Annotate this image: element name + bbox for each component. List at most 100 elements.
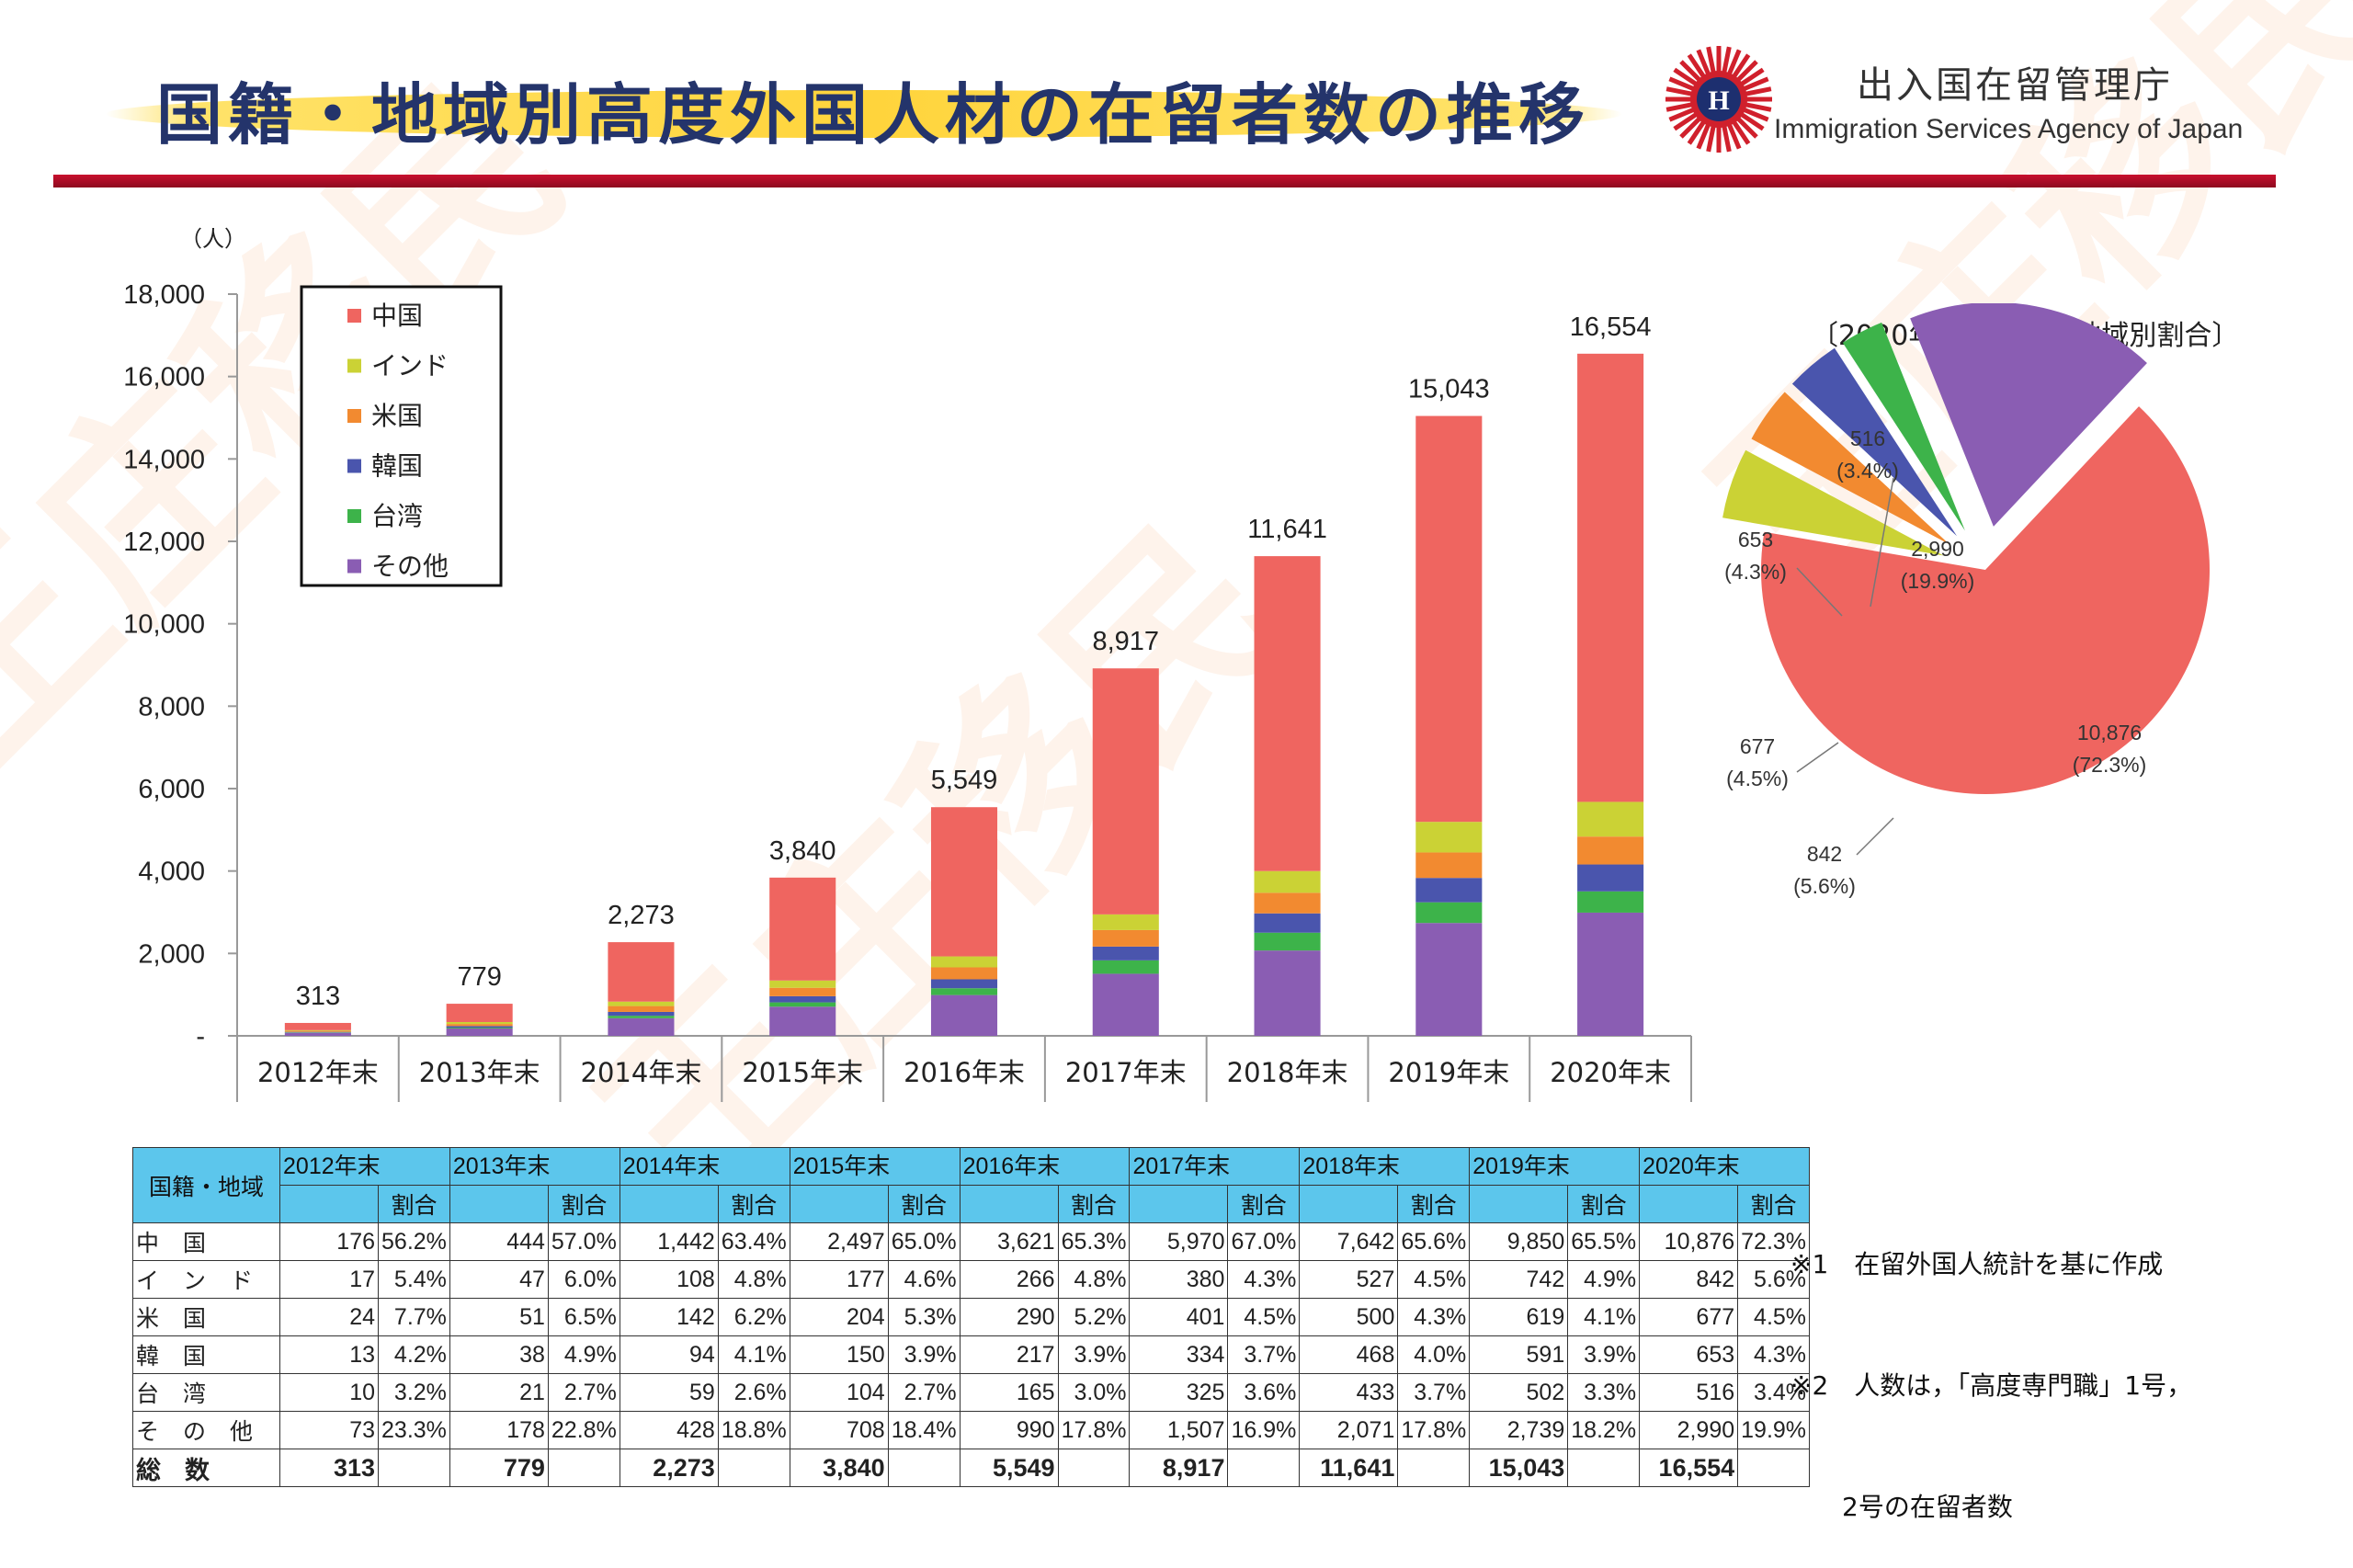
pie-value-label: 842 [1807, 842, 1842, 866]
table-year-header: 2017年末 [1130, 1148, 1300, 1186]
y-tick-label: 2,000 [138, 939, 205, 969]
bar-total-label: 16,554 [1570, 312, 1652, 342]
bar-total-label: 3,840 [769, 836, 836, 866]
table-ratio-cell: 4.3% [1228, 1261, 1300, 1299]
table-ratio-cell: 3.7% [1398, 1374, 1470, 1412]
table-year-header: 2016年末 [960, 1148, 1130, 1186]
table-ratio-cell: 2.6% [718, 1374, 790, 1412]
pie-value-label: 10,876 [2077, 721, 2142, 744]
table-count-cell: 21 [449, 1374, 548, 1412]
table-year-header: 2019年末 [1470, 1148, 1640, 1186]
table-subheader-row: 割合割合割合割合割合割合割合割合割合 [133, 1186, 1810, 1223]
bar-total-label: 15,043 [1408, 375, 1490, 404]
table-year-header: 2018年末 [1300, 1148, 1470, 1186]
legend-label: その他 [371, 551, 449, 582]
bar-total-label: 313 [296, 982, 340, 1011]
table-count-cell: 1,507 [1130, 1412, 1228, 1449]
table-ratio-cell: 3.9% [1568, 1336, 1640, 1374]
table-count-cell: 165 [960, 1374, 1058, 1412]
table-ratio-cell: 4.9% [1568, 1261, 1640, 1299]
table-ratio-cell: 17.8% [1398, 1412, 1470, 1449]
table-total-cell: 16,554 [1640, 1449, 1738, 1487]
table-count-cell: 2,990 [1640, 1412, 1738, 1449]
table-ratio-subheader: 割合 [1228, 1186, 1300, 1223]
table-ratio-cell: 65.5% [1568, 1223, 1640, 1261]
table-year-header: 2020年末 [1640, 1148, 1810, 1186]
emblem-ray [1745, 105, 1770, 109]
table-count-cell: 13 [280, 1336, 379, 1374]
table-ratio-cell: 16.9% [1228, 1412, 1300, 1449]
table-count-cell: 177 [790, 1261, 888, 1299]
pie-percent-label: (19.9%) [1901, 569, 1975, 593]
table-ratio-cell: 4.3% [1398, 1299, 1470, 1336]
bar-total-label: 8,917 [1092, 627, 1159, 656]
y-axis-unit: （人） [180, 226, 246, 252]
table-ratio-cell: 56.2% [379, 1223, 450, 1261]
table-ratio-cell: 3.3% [1568, 1374, 1640, 1412]
bar-segment [1415, 416, 1482, 823]
table-ratio-subheader: 割合 [718, 1186, 790, 1223]
table-count-subheader [1640, 1186, 1738, 1223]
bar-segment [1093, 915, 1159, 930]
bar-segment [769, 1006, 835, 1036]
table-count-cell: 10 [280, 1374, 379, 1412]
table-total-cell: 5,549 [960, 1449, 1058, 1487]
y-tick-label: - [196, 1022, 205, 1051]
bar-segment [1415, 822, 1482, 852]
legend-swatch [347, 409, 361, 423]
bar-segment [931, 807, 997, 956]
bar-segment [447, 1022, 513, 1024]
table-ratio-cell: 4.1% [1568, 1299, 1640, 1336]
table-count-subheader [1130, 1186, 1228, 1223]
table-ratio-cell: 4.5% [1398, 1261, 1470, 1299]
bar-segment [1577, 913, 1643, 1036]
x-tick-label: 2016年末 [904, 1057, 1025, 1088]
legend-label: 中国 [371, 301, 423, 331]
table-ratio-cell: 2.7% [548, 1374, 620, 1412]
table-total-cell: 8,917 [1130, 1449, 1228, 1487]
table-row-label: インド [133, 1261, 280, 1299]
y-tick-label: 18,000 [123, 280, 205, 310]
bar-segment [931, 988, 997, 994]
table-ratio-cell: 3.6% [1228, 1374, 1300, 1412]
note-2: ※2 人数は，「高度専門職」1号， [1790, 1366, 2192, 1406]
table-count-cell: 502 [1470, 1374, 1568, 1412]
table-ratio-cell: 23.3% [379, 1412, 450, 1449]
table-count-cell: 108 [620, 1261, 718, 1299]
bar-segment [1093, 668, 1159, 915]
table-ratio-cell: 18.4% [888, 1412, 960, 1449]
x-tick-label: 2014年末 [581, 1057, 702, 1088]
table-count-cell: 1,442 [620, 1223, 718, 1261]
table-count-cell: 9,850 [1470, 1223, 1568, 1261]
table-count-cell: 176 [280, 1223, 379, 1261]
table-ratio-cell: 7.7% [379, 1299, 450, 1336]
table-count-subheader [280, 1186, 379, 1223]
table-ratio-cell: 67.0% [1228, 1223, 1300, 1261]
y-tick-label: 14,000 [123, 445, 205, 474]
header: 国籍・地域別高度外国人材の在留者数の推移 H 出入国在留管理庁 Immigrat… [0, 0, 2353, 193]
pie-value-label: 516 [1850, 426, 1885, 450]
table-count-cell: 17 [280, 1261, 379, 1299]
bar-segment [769, 988, 835, 996]
table-count-cell: 444 [449, 1223, 548, 1261]
table-ratio-cell: 4.6% [888, 1261, 960, 1299]
table-ratio-cell: 6.5% [548, 1299, 620, 1336]
bar-segment [769, 1003, 835, 1007]
table-ratio-cell: 4.5% [1228, 1299, 1300, 1336]
bar-segment [1093, 947, 1159, 960]
note-3: 2号の在留者数 [1790, 1487, 2192, 1528]
note-1: ※1 在留外国人統計を基に作成 [1790, 1244, 2192, 1285]
table-count-subheader [1470, 1186, 1568, 1223]
bar-segment [1415, 852, 1482, 878]
bar-segment [1255, 914, 1321, 933]
bar-segment [285, 1030, 351, 1031]
table-count-cell: 7,642 [1300, 1223, 1398, 1261]
table-ratio-cell: 65.0% [888, 1223, 960, 1261]
y-tick-label: 16,000 [123, 363, 205, 392]
bar-segment [1093, 930, 1159, 947]
bar-segment [1093, 973, 1159, 1036]
